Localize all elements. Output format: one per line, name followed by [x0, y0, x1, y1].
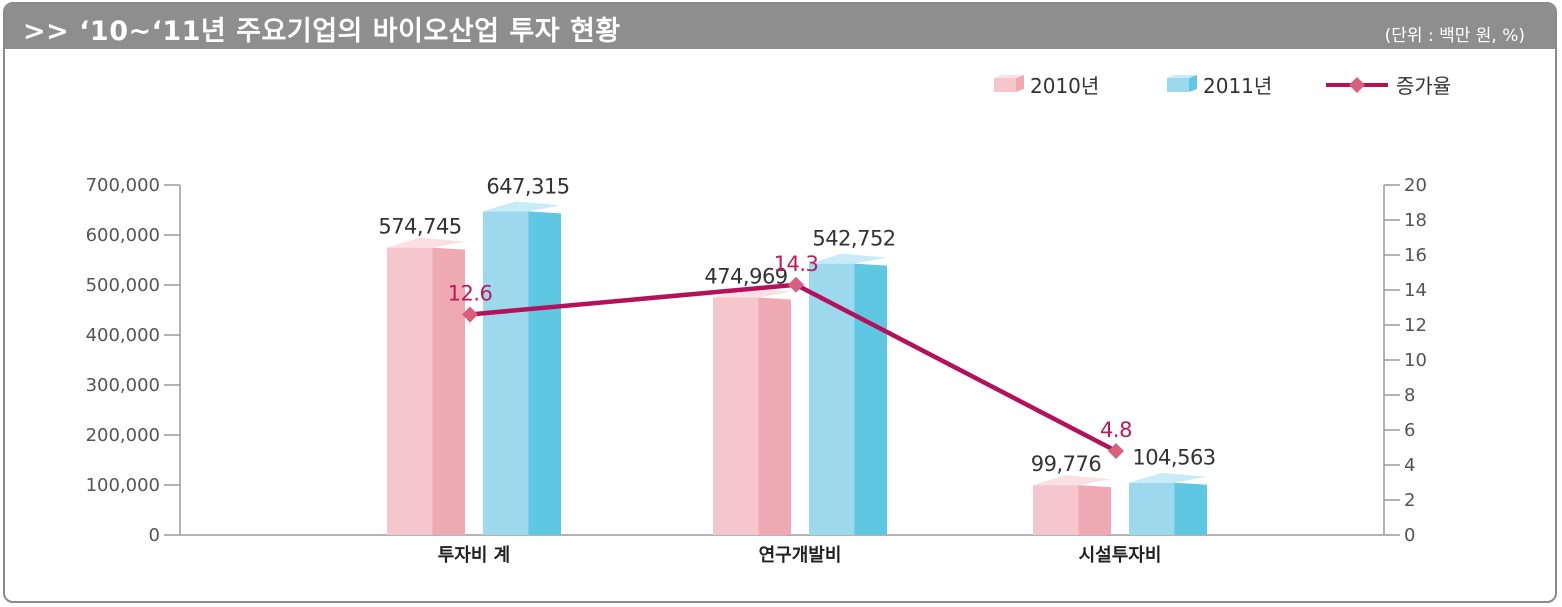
chart-header: >> ‘10~‘11년 주요기업의 바이오산업 투자 현황 (단위 : 백만 원… — [5, 4, 1555, 49]
right-tick-label: 18 — [1404, 210, 1427, 231]
right-tick-label: 4 — [1404, 455, 1415, 476]
rate-value-label: 4.8 — [1100, 418, 1132, 442]
bar-2010-side — [1078, 485, 1111, 535]
bar-2011-top — [809, 253, 887, 264]
rate-marker — [788, 276, 804, 293]
left-tick-label: 700,000 — [86, 175, 160, 196]
right-tick-label: 6 — [1404, 420, 1415, 441]
bar-2011 — [483, 201, 561, 535]
bar-2010-top — [1033, 475, 1111, 486]
rate-value-label: 12.6 — [448, 282, 493, 306]
right-tick-label: 8 — [1404, 385, 1415, 406]
bar-2011-side — [1174, 482, 1207, 535]
right-tick-label: 14 — [1404, 280, 1427, 301]
bar-2011-front — [483, 211, 529, 535]
bar-2010-top — [713, 287, 791, 298]
legend-label-2010: 2010년 — [1030, 74, 1099, 98]
rate-marker — [462, 306, 478, 323]
bar-2011-value-label: 647,315 — [486, 174, 569, 198]
left-tick-label: 600,000 — [86, 225, 160, 246]
bar-2010-top — [387, 237, 465, 248]
rate-marker — [1108, 443, 1124, 459]
category-label: 투자비 계 — [438, 545, 511, 566]
legend-label-rate: 증가율 — [1396, 74, 1451, 98]
bar-2010-side — [758, 297, 791, 535]
bar-2010-front — [387, 247, 433, 535]
bar-2011-top — [1129, 472, 1207, 483]
bar-2010-value-label: 99,776 — [1031, 452, 1102, 476]
right-tick-label: 12 — [1404, 315, 1427, 336]
legend-swatch-2010-top — [994, 75, 1024, 78]
legend-swatch-2010 — [994, 75, 1024, 92]
bar-2011-value-label: 542,752 — [812, 227, 895, 251]
legend-marker-rate — [1349, 77, 1365, 93]
unit-label: (단위 : 백만 원, %) — [1384, 26, 1525, 46]
legend-swatch-2011 — [1167, 75, 1197, 92]
right-tick-label: 2 — [1404, 490, 1415, 511]
legend-swatch-2011-side — [1189, 75, 1197, 92]
bar-2010 — [387, 237, 465, 535]
bar-2011-side — [528, 211, 561, 535]
bar-2011-value-label: 104,563 — [1132, 446, 1215, 470]
rate-line — [469, 282, 1118, 453]
legend-swatch-2011-top — [1167, 75, 1197, 78]
bar-2011-top — [483, 201, 561, 212]
left-tick-label: 300,000 — [86, 375, 160, 396]
bar-2010 — [1033, 475, 1111, 535]
rate-value-label: 14.3 — [774, 252, 819, 276]
bar-2010-front — [1033, 485, 1079, 535]
legend-swatch-2010-side — [1016, 75, 1024, 92]
right-tick-label: 20 — [1404, 175, 1427, 196]
left-tick-label: 400,000 — [86, 325, 160, 346]
right-tick-label: 16 — [1404, 245, 1427, 266]
bar-2010-side — [432, 247, 465, 535]
left-tick-label: 100,000 — [86, 475, 160, 496]
bar-2010 — [713, 287, 791, 535]
bar-2011 — [809, 253, 887, 535]
legend-label-2011: 2011년 — [1203, 74, 1272, 98]
bar-2010-value-label: 574,745 — [378, 215, 461, 239]
left-tick-label: 0 — [149, 525, 160, 546]
legend-swatch-2011-front — [1167, 78, 1189, 92]
category-label: 연구개발비 — [759, 545, 842, 566]
bar-2010-front — [713, 297, 759, 535]
right-tick-label: 10 — [1404, 350, 1427, 371]
chart-title: >> ‘10~‘11년 주요기업의 바이오산업 투자 현황 — [23, 16, 621, 47]
bar-2011-front — [1129, 482, 1175, 535]
category-label: 시설투자비 — [1079, 545, 1162, 566]
bar-2011-side — [854, 263, 887, 535]
left-tick-label: 200,000 — [86, 425, 160, 446]
bar-2011 — [1129, 472, 1207, 535]
left-tick-label: 500,000 — [86, 275, 160, 296]
right-tick-label: 0 — [1404, 525, 1415, 546]
legend-swatch-2010-front — [994, 78, 1016, 92]
